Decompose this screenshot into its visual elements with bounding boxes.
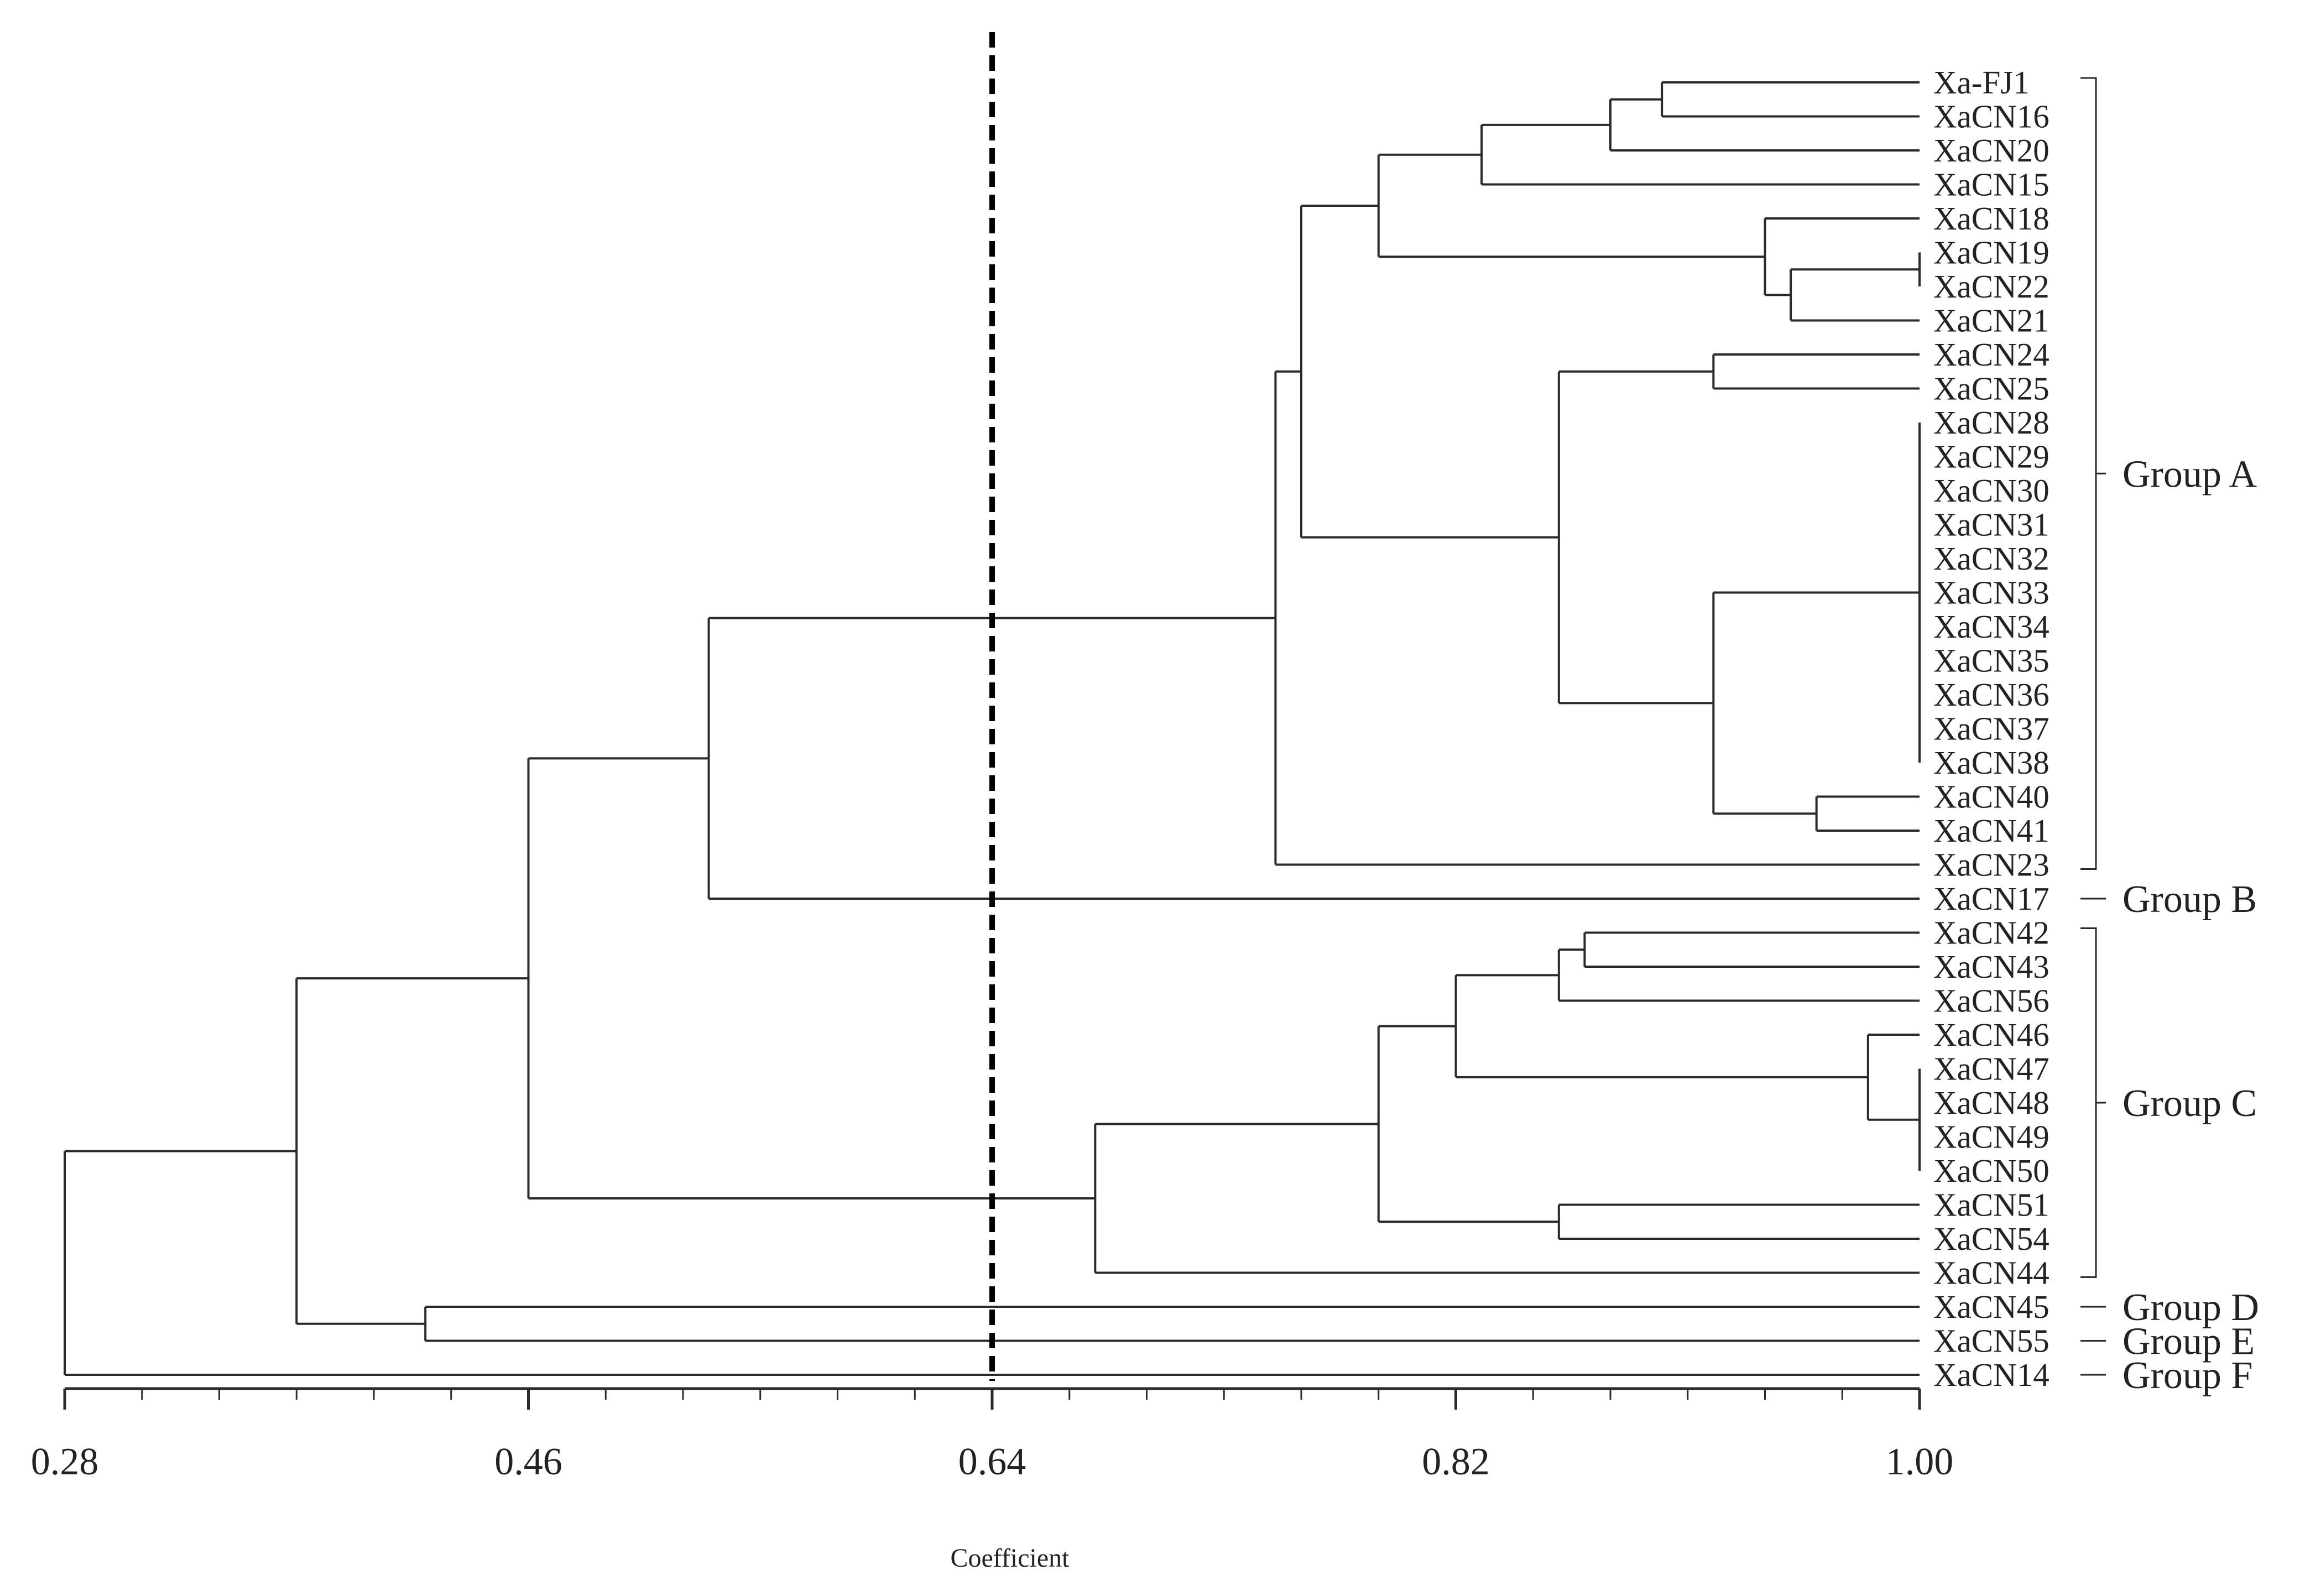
- x-axis-title: Coefficient: [950, 1543, 1070, 1573]
- leaf-label: XaCN25: [1933, 371, 2050, 407]
- leaf-label: XaCN24: [1933, 336, 2050, 373]
- leaf-label: XaCN21: [1933, 302, 2050, 339]
- tree-branches: [64, 81, 1921, 1376]
- leaf-label: XaCN37: [1933, 711, 2050, 747]
- leaf-label: XaCN34: [1933, 608, 2050, 645]
- group-label: Group A: [2123, 453, 2257, 496]
- leaf-label: XaCN55: [1933, 1323, 2050, 1359]
- tick-label: 1.00: [1886, 1441, 1954, 1483]
- leaf-label: XaCN45: [1933, 1289, 2050, 1325]
- leaf-label: XaCN48: [1933, 1084, 2050, 1121]
- group-label: Group B: [2123, 878, 2257, 921]
- leaf-label: XaCN38: [1933, 744, 2050, 781]
- leaf-label: XaCN54: [1933, 1221, 2050, 1257]
- group-label: Group F: [2123, 1354, 2252, 1397]
- leaf-label: XaCN56: [1933, 983, 2050, 1019]
- leaf-labels: Xa-FJ1XaCN16XaCN20XaCN15XaCN18XaCN19XaCN…: [1933, 64, 2050, 1393]
- group-label: Group E: [2123, 1321, 2255, 1363]
- leaf-label: XaCN51: [1933, 1187, 2050, 1223]
- leaf-label: XaCN16: [1933, 98, 2050, 135]
- tick-label: 0.82: [1422, 1441, 1490, 1483]
- leaf-label: XaCN19: [1933, 234, 2050, 271]
- leaf-label: XaCN29: [1933, 439, 2050, 475]
- leaf-label: XaCN46: [1933, 1016, 2050, 1053]
- leaf-label: XaCN20: [1933, 132, 2050, 169]
- group-label: Group D: [2123, 1286, 2259, 1329]
- leaf-label: XaCN50: [1933, 1152, 2050, 1189]
- leaf-label: XaCN14: [1933, 1357, 2050, 1393]
- leaf-label: XaCN33: [1933, 575, 2050, 611]
- tick-label: 0.64: [958, 1441, 1026, 1483]
- tick-label: 0.28: [31, 1441, 99, 1483]
- leaf-label: XaCN22: [1933, 268, 2050, 305]
- leaf-label: XaCN40: [1933, 779, 2050, 815]
- leaf-label: XaCN28: [1933, 404, 2050, 441]
- leaf-label: XaCN23: [1933, 847, 2050, 883]
- leaf-label: XaCN41: [1933, 812, 2050, 849]
- tick-label: 0.46: [494, 1441, 562, 1483]
- leaf-label: XaCN43: [1933, 948, 2050, 985]
- leaf-label: XaCN49: [1933, 1119, 2050, 1155]
- leaf-label: XaCN42: [1933, 915, 2050, 951]
- leaf-label: Xa-FJ1: [1933, 64, 2030, 101]
- leaf-label: XaCN35: [1933, 643, 2050, 679]
- group-bracket: [2080, 927, 2106, 1278]
- leaf-label: XaCN44: [1933, 1255, 2050, 1291]
- group-label: Group C: [2123, 1082, 2257, 1125]
- group-bracket: [2080, 77, 2106, 870]
- leaf-label: XaCN18: [1933, 200, 2050, 237]
- leaf-label: XaCN36: [1933, 676, 2050, 713]
- leaf-label: XaCN17: [1933, 880, 2050, 917]
- leaf-label: XaCN31: [1933, 507, 2050, 543]
- x-axis: 0.28 0.46 0.64 0.82 1.00: [31, 1387, 1954, 1483]
- leaf-label: XaCN30: [1933, 472, 2050, 509]
- leaf-label: XaCN47: [1933, 1051, 2050, 1087]
- leaf-label: XaCN32: [1933, 540, 2050, 577]
- leaf-label: XaCN15: [1933, 166, 2050, 203]
